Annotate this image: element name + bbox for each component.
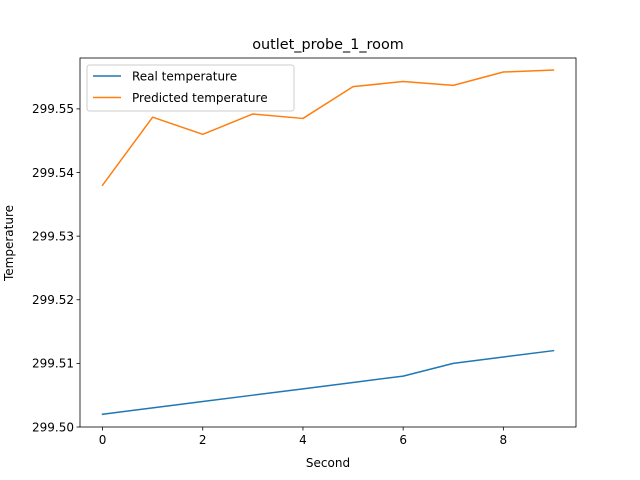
legend-label-predicted-temperature: Predicted temperature <box>132 91 268 105</box>
x-tick-label: 6 <box>399 433 407 447</box>
legend-label-real-temperature: Real temperature <box>132 69 237 83</box>
x-tick-label: 8 <box>500 433 508 447</box>
y-axis-label: Temperature <box>2 205 16 282</box>
y-tick-label: 299.54 <box>32 166 74 180</box>
legend: Real temperature Predicted temperature <box>86 64 295 112</box>
series-line-predicted-temperature <box>101 69 555 187</box>
x-axis-label: Second <box>306 456 350 470</box>
y-tick-label: 299.52 <box>32 293 74 307</box>
series-line-real-temperature <box>101 349 555 416</box>
y-tick-label: 299.53 <box>32 229 74 243</box>
axes-layer <box>79 57 577 428</box>
x-tick-label: 0 <box>99 433 107 447</box>
y-tick-label: 299.51 <box>32 357 74 371</box>
ticks-layer: 0 2 4 6 8 299.50 299.51 299.52 299.53 299.54 299.5… <box>32 102 507 447</box>
y-tick-label: 299.50 <box>32 420 74 434</box>
plot-frame <box>79 57 577 428</box>
x-tick-label: 4 <box>299 433 307 447</box>
chart-title: outlet_probe_1_room <box>252 37 404 53</box>
y-tick-label: 299.55 <box>32 102 74 116</box>
x-tick-label: 2 <box>199 433 207 447</box>
series-layer <box>101 69 555 416</box>
legend-box <box>86 64 295 112</box>
